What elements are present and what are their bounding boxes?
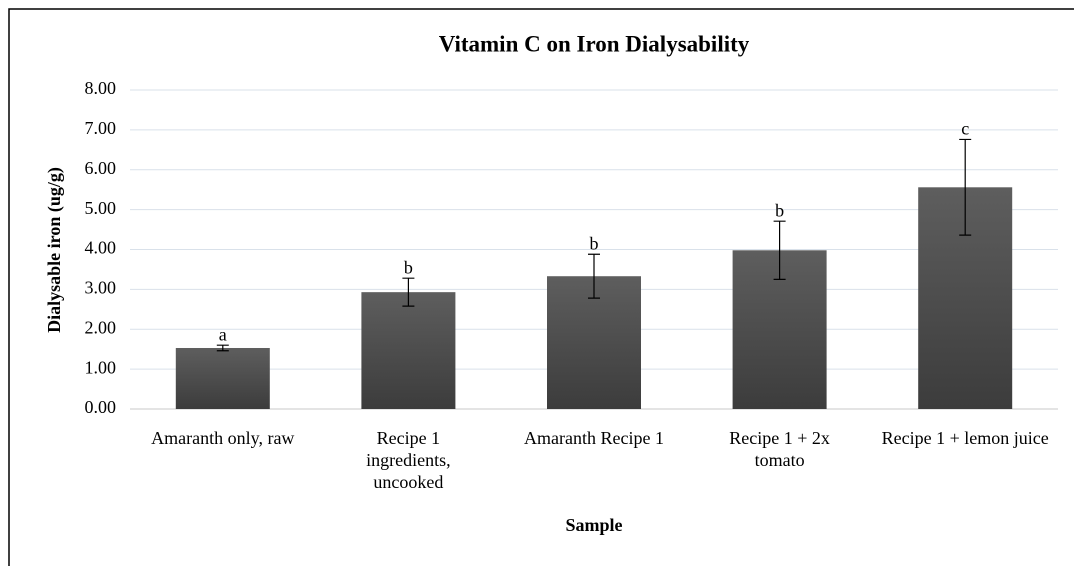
x-tick-label: Recipe 1 + lemon juice — [881, 428, 1049, 448]
frame — [8, 8, 1074, 566]
bar — [361, 292, 456, 409]
error-bar — [402, 277, 415, 307]
y-axis-title: Dialysable iron (ug/g) — [44, 167, 65, 333]
error-bar — [588, 253, 600, 299]
annotation: b — [590, 233, 599, 253]
x-tick-label: Recipe 1 ingredients, uncooked — [366, 428, 451, 492]
annotation: a — [219, 324, 227, 344]
y-tick-label: 6.00 — [85, 158, 117, 178]
x-tick-label: Amaranth Recipe 1 — [524, 428, 664, 448]
y-tick-label: 0.00 — [85, 397, 117, 417]
chart-title: Vitamin C on Iron Dialysability — [439, 31, 750, 56]
y-tick-label: 8.00 — [85, 78, 117, 98]
y-tick-label: 5.00 — [85, 198, 117, 218]
y-tick-label: 7.00 — [85, 118, 117, 138]
y-tick-label: 2.00 — [85, 317, 117, 337]
error-bar — [959, 138, 972, 236]
y-tick-label: 4.00 — [85, 238, 117, 258]
y-tick-label: 3.00 — [85, 278, 117, 298]
error-bar — [216, 344, 229, 352]
annotation: c — [961, 119, 969, 139]
bar — [175, 347, 270, 409]
annotation: b — [404, 257, 413, 277]
x-tick-label: Recipe 1 + 2x tomato — [729, 428, 830, 470]
x-tick-label: Amaranth only, raw — [151, 428, 295, 448]
y-tick-label: 1.00 — [85, 357, 117, 377]
x-axis-title: Sample — [565, 515, 622, 535]
error-bar — [773, 220, 786, 281]
annotation: b — [775, 200, 784, 220]
